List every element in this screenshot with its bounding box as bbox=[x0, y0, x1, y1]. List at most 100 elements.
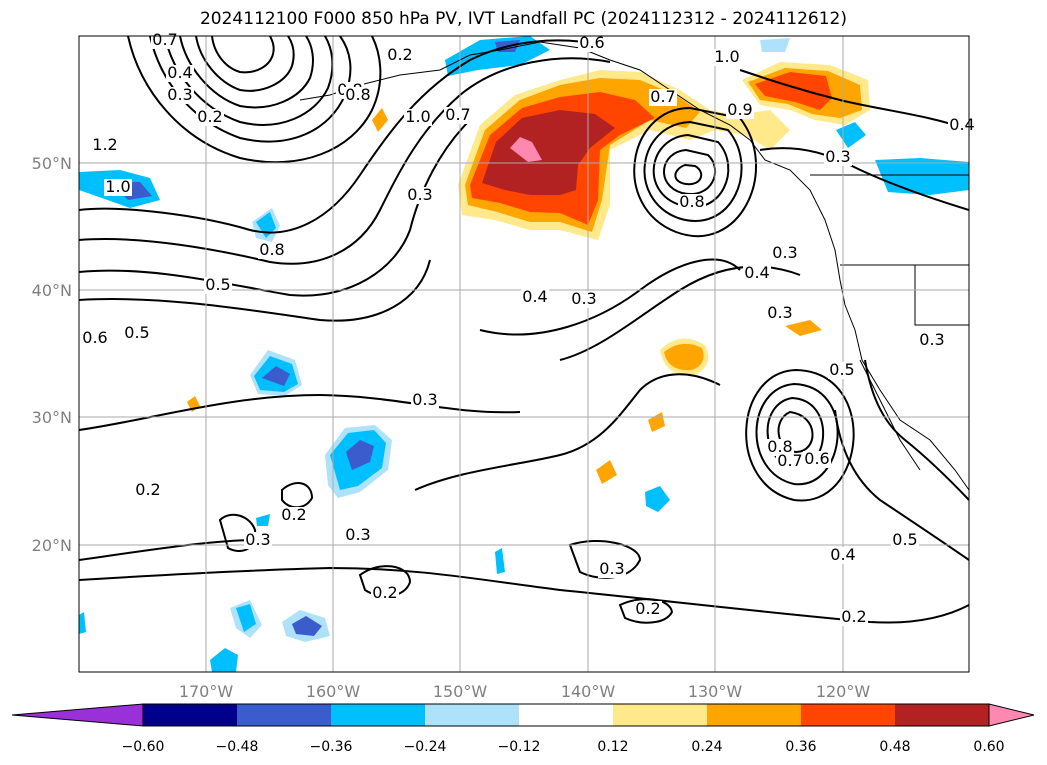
colorbar-extend-low bbox=[11, 703, 144, 727]
contour-label-bg bbox=[521, 289, 549, 306]
colorbar-segment bbox=[801, 704, 896, 726]
lon-label: 130°W bbox=[688, 682, 743, 701]
lon-label: 160°W bbox=[306, 682, 361, 701]
shade-ne-blue3 bbox=[760, 38, 790, 52]
contour-label-bg bbox=[81, 330, 109, 347]
contour-label: 0.8 bbox=[345, 85, 370, 104]
plot-title: 2024112100 F000 850 hPa PV, IVT Landfall… bbox=[199, 9, 847, 29]
colorbar-segment bbox=[707, 704, 802, 726]
contour-label-bg bbox=[91, 137, 119, 154]
contour-label-bg bbox=[570, 291, 598, 308]
contour-label: 1.2 bbox=[92, 135, 117, 154]
contour-nw-3 bbox=[179, 36, 314, 109]
contour-north-4 bbox=[79, 259, 431, 322]
contour-label-bg bbox=[258, 242, 286, 259]
lat-label: 50°N bbox=[32, 154, 72, 173]
lon-label: 150°W bbox=[433, 682, 488, 701]
contour-label: 0.2 bbox=[135, 480, 160, 499]
map-frame bbox=[78, 35, 970, 673]
contour-nw-6 bbox=[127, 36, 382, 164]
contour-center-2 bbox=[414, 373, 721, 491]
shade-blue-4 bbox=[645, 486, 670, 512]
lat-label: 30°N bbox=[32, 408, 72, 427]
shade-mid-blue-1b bbox=[256, 212, 276, 238]
contour-north-1 bbox=[79, 39, 601, 234]
contour-label: 0.2 bbox=[281, 505, 306, 524]
contour-label-bg bbox=[404, 109, 432, 126]
shade-mid-blue-2c bbox=[262, 366, 290, 386]
contour-label: 0.3 bbox=[167, 85, 192, 104]
colorbar-segment bbox=[519, 704, 614, 726]
contour-label: 0.8 bbox=[767, 437, 792, 456]
contour-label-bg bbox=[713, 49, 741, 66]
contour-label: 0.2 bbox=[372, 583, 397, 602]
shade-small-orange-6 bbox=[372, 108, 388, 132]
contour-label: 0.5 bbox=[124, 323, 149, 342]
contour-label: 0.7 bbox=[152, 30, 177, 49]
contour-label: 0.3 bbox=[345, 525, 370, 544]
shade-ne-blue bbox=[875, 158, 969, 195]
contour-label: 0.3 bbox=[599, 559, 624, 578]
contour-label: 0.3 bbox=[767, 303, 792, 322]
shade-blue-7b bbox=[236, 604, 256, 632]
shade-blue-9 bbox=[210, 648, 238, 672]
contour-north-2 bbox=[79, 57, 611, 265]
lat-label: 40°N bbox=[32, 281, 72, 300]
contour-label: 0.3 bbox=[571, 289, 596, 308]
colorbar-segment bbox=[613, 704, 708, 726]
coastlines bbox=[299, 41, 969, 491]
coastline-west bbox=[844, 304, 969, 491]
contour-label-bg bbox=[244, 532, 272, 549]
contour-label: 0.3 bbox=[412, 390, 437, 409]
contour-center-3 bbox=[79, 566, 969, 624]
contour-label-bg bbox=[678, 194, 706, 211]
contour-label: 1.0 bbox=[714, 47, 739, 66]
colorbar-extend-high bbox=[988, 703, 1035, 727]
contour-label: 0.3 bbox=[825, 147, 850, 166]
contour-label: 0.9 bbox=[727, 100, 752, 119]
colorbar-tick-label: 0.36 bbox=[785, 739, 816, 755]
contour-label-bg bbox=[134, 482, 162, 499]
colorbar-segment bbox=[895, 704, 990, 726]
contour-label: 0.6 bbox=[579, 33, 604, 52]
shade-blue-10 bbox=[79, 612, 86, 634]
contour-label-bg bbox=[344, 527, 372, 544]
contour-label: 1.0 bbox=[405, 107, 430, 126]
contour-east-1 bbox=[739, 69, 969, 131]
contour-label-bg bbox=[766, 439, 794, 456]
contour-label-bg bbox=[344, 87, 372, 104]
colorbar-segment bbox=[331, 704, 426, 726]
contour-label-bg bbox=[123, 325, 151, 342]
contour-center-1 bbox=[79, 393, 521, 431]
contour-island-1 bbox=[218, 513, 257, 552]
colorbar bbox=[11, 703, 1035, 727]
shade-small-orange-2 bbox=[785, 320, 822, 336]
contour-label-bg bbox=[649, 89, 677, 106]
contour-label-bg bbox=[766, 305, 794, 322]
longitude-labels: 170°W 160°W 150°W 140°W 130°W 120°W bbox=[179, 682, 871, 701]
contour-label: 0.7 bbox=[650, 87, 675, 106]
contour-center-4 bbox=[79, 539, 261, 561]
colorbar-tick-label: −0.24 bbox=[404, 739, 447, 755]
contour-label-bg bbox=[824, 149, 852, 166]
colorbar-segment bbox=[425, 704, 520, 726]
contour-south-low-1 bbox=[777, 410, 814, 454]
shade-gulf-alaska-pink bbox=[510, 137, 542, 162]
contour-label: 0.3 bbox=[919, 330, 944, 349]
colorbar-tick-label: −0.60 bbox=[122, 739, 165, 755]
contour-nw-5 bbox=[211, 36, 275, 74]
contour-label-bg bbox=[634, 601, 662, 618]
contour-label: 0.3 bbox=[772, 243, 797, 262]
contour-island-3 bbox=[568, 539, 642, 579]
shade-blue-8b bbox=[292, 616, 322, 636]
contour-label: 0.8 bbox=[679, 192, 704, 211]
contour-label-bg bbox=[386, 47, 414, 64]
contour-east-4 bbox=[864, 359, 969, 501]
contour-east-3 bbox=[834, 409, 969, 561]
contour-label-bg bbox=[829, 547, 857, 564]
shade-gulf-alaska-darkred bbox=[482, 110, 615, 195]
contour-label-bg bbox=[280, 507, 308, 524]
colorbar-tick-label: −0.48 bbox=[216, 739, 259, 755]
contour-label: 0.4 bbox=[744, 263, 769, 282]
lon-label: 170°W bbox=[179, 682, 234, 701]
